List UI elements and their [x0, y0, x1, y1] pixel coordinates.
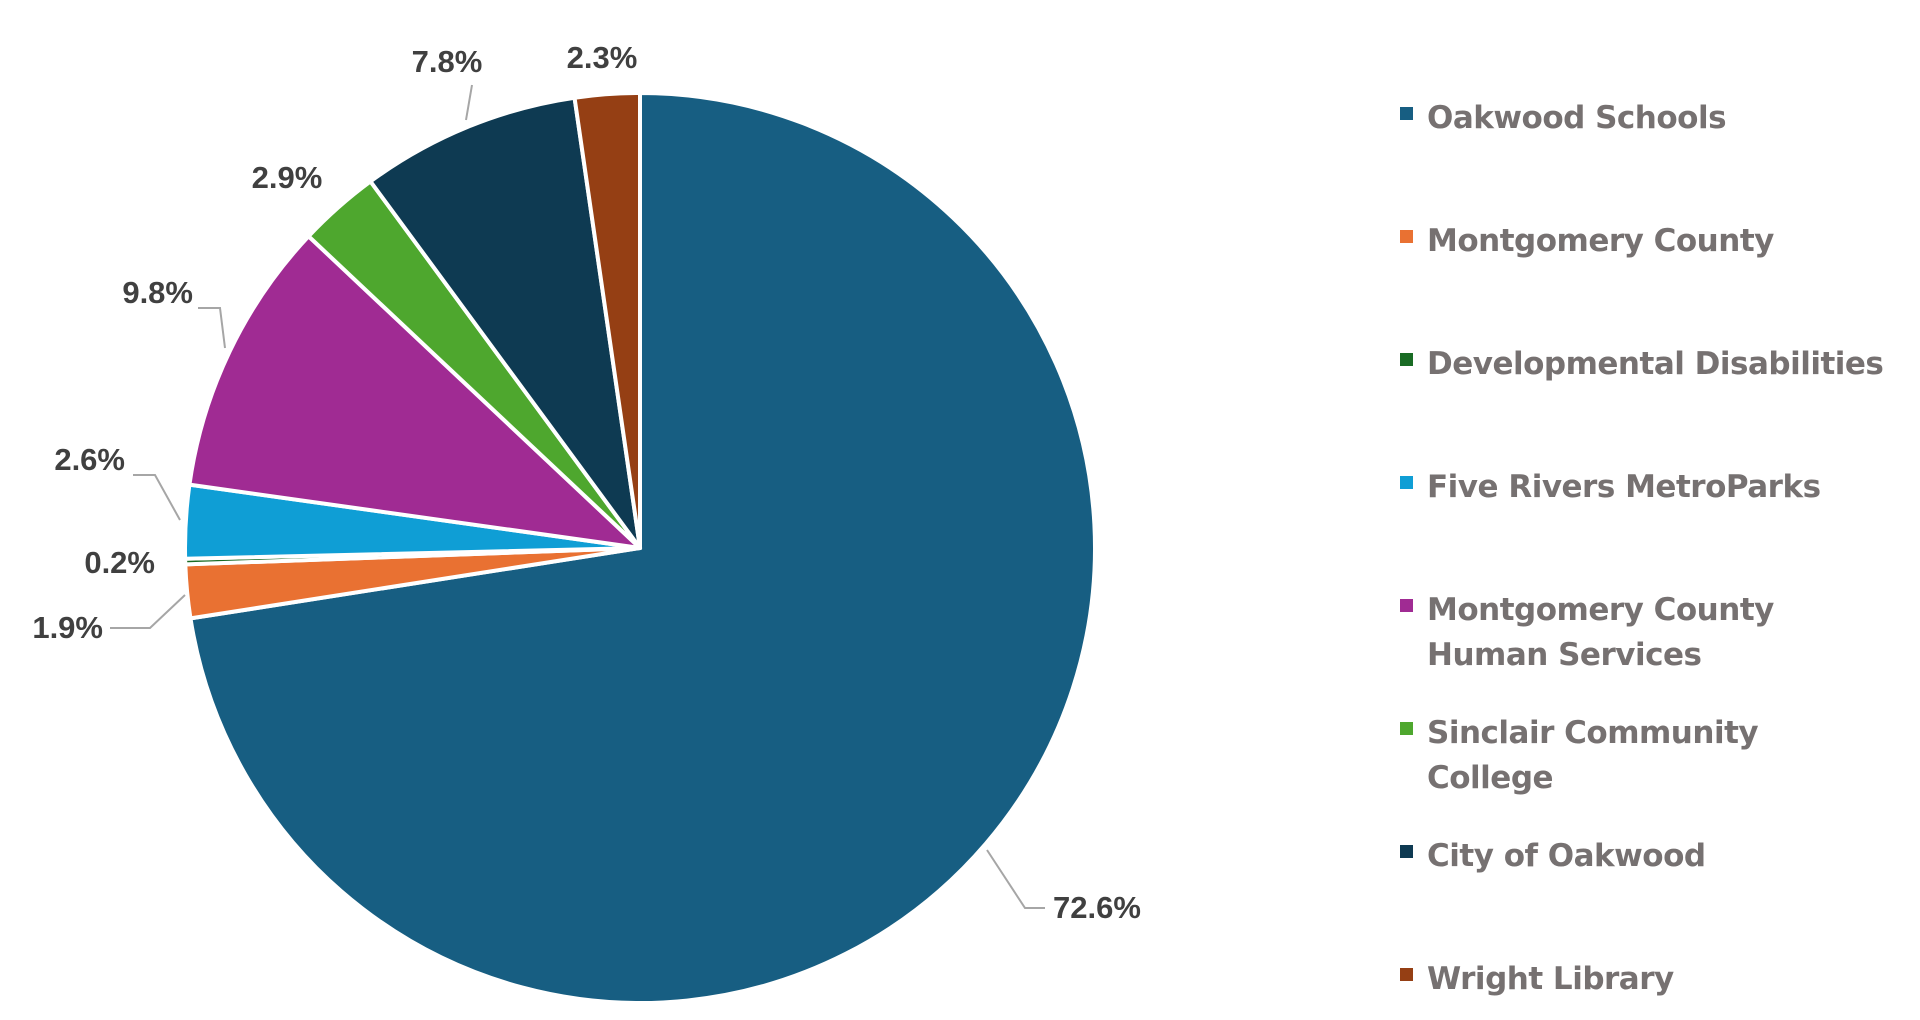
legend-item: Sinclair Community College: [1400, 711, 1887, 801]
data-label: 7.8%: [412, 44, 483, 79]
legend-swatch: [1400, 476, 1413, 489]
legend-label: City of Oakwood: [1427, 838, 1706, 874]
pie-slice-city-of-oakwood: [368, 95, 642, 550]
data-label: 2.3%: [567, 40, 638, 75]
data-label: 1.9%: [32, 610, 103, 645]
pie-slice-wright-library: [572, 91, 642, 550]
leader-line: [465, 84, 473, 121]
legend-label: Sinclair Community College: [1427, 715, 1759, 796]
leader-line: [198, 307, 226, 349]
legend-label: Developmental Disabilities: [1427, 346, 1884, 382]
legend-item: Oakwood Schools: [1400, 96, 1887, 141]
pie-slice-montgomery-county-human-services: [187, 234, 642, 550]
leader-line: [133, 474, 181, 521]
data-label: 0.2%: [84, 545, 155, 580]
legend-item: City of Oakwood: [1400, 834, 1887, 879]
legend-label: Montgomery County: [1427, 223, 1774, 259]
legend-swatch: [1400, 722, 1413, 735]
data-label: 72.6%: [1053, 890, 1141, 925]
legend-swatch: [1400, 353, 1413, 366]
pie-slice-oakwood-schools: [188, 91, 1097, 1005]
legend-swatch: [1400, 968, 1413, 981]
legend-item: Montgomery County Human Services: [1400, 588, 1887, 678]
legend-item: Montgomery County: [1400, 219, 1887, 264]
data-label: 2.9%: [252, 160, 323, 195]
legend-swatch: [1400, 599, 1413, 612]
legend-label: Montgomery County Human Services: [1427, 592, 1774, 673]
legend-swatch: [1400, 107, 1413, 120]
legend-label: Five Rivers MetroParks: [1427, 469, 1821, 505]
legend-label: Wright Library: [1427, 961, 1674, 997]
leader-line: [110, 594, 186, 629]
legend-item: Wright Library: [1400, 957, 1887, 1002]
leader-line: [986, 849, 1045, 909]
data-label: 9.8%: [122, 275, 193, 310]
legend-label: Oakwood Schools: [1427, 100, 1727, 136]
legend-item: Developmental Disabilities: [1400, 342, 1887, 387]
legend-swatch: [1400, 845, 1413, 858]
legend-item: Five Rivers MetroParks: [1400, 465, 1887, 510]
legend-swatch: [1400, 230, 1413, 243]
data-label: 2.6%: [54, 442, 125, 477]
